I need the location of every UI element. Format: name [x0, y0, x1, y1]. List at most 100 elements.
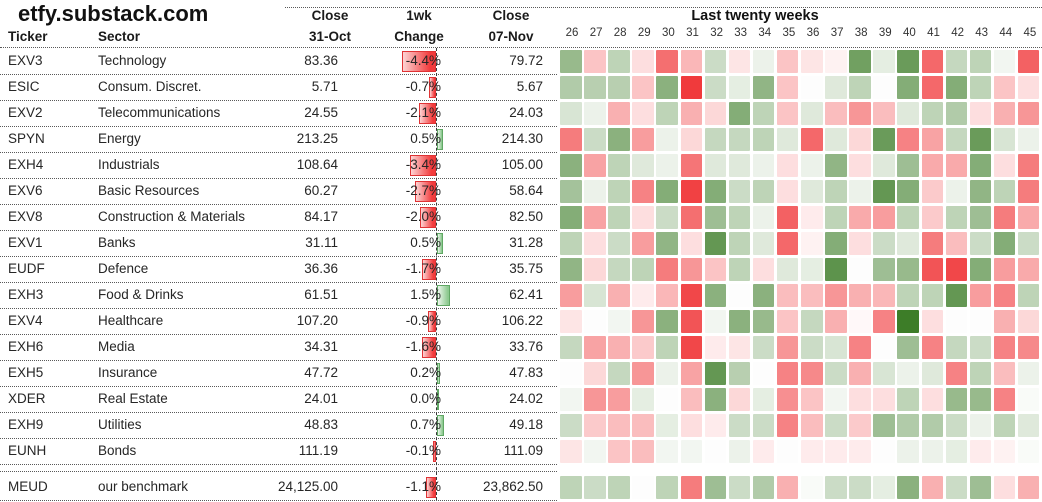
change-cell: 0.7% — [410, 417, 441, 432]
heatmap-cell — [560, 153, 582, 177]
heatmap-cell — [993, 75, 1016, 99]
heatmap-cell — [921, 475, 943, 499]
heatmap-cell — [921, 231, 943, 255]
heatmap-cell — [945, 361, 968, 385]
heatmap-cell — [632, 153, 654, 177]
heatmap-cell — [704, 257, 727, 281]
heatmap-cell — [897, 283, 919, 307]
heatmap-cell — [632, 127, 654, 151]
heatmap-cell — [1017, 413, 1040, 437]
close-07nov-cell: 24.03 — [509, 105, 543, 120]
heatmap-cell — [921, 49, 943, 73]
heatmap-cell — [728, 309, 751, 333]
heatmap-cell — [993, 101, 1016, 125]
heatmap-cell — [584, 309, 606, 333]
week-label: 45 — [1023, 27, 1037, 39]
heatmap-cell — [776, 475, 799, 499]
heatmap-cell — [680, 309, 702, 333]
week-label: 36 — [806, 27, 820, 39]
row-separator — [0, 282, 557, 283]
heatmap-cell — [704, 283, 727, 307]
heatmap-cell — [776, 153, 799, 177]
sector-cell: Insurance — [98, 365, 158, 380]
week-label: 34 — [758, 27, 772, 39]
heatmap-cell — [897, 387, 919, 411]
close-31oct-cell: 31.11 — [305, 235, 338, 250]
ticker-cell: EXH5 — [8, 365, 44, 380]
heatmap-cell — [680, 75, 702, 99]
heatmap-cell — [873, 127, 895, 151]
heatmap-cell — [608, 127, 630, 151]
heatmap-cell — [608, 101, 630, 125]
heatmap-cell — [656, 205, 678, 229]
heatmap-cell — [849, 283, 871, 307]
heatmap-cell — [945, 49, 968, 73]
heatmap-cell — [801, 413, 823, 437]
heatmap-cell — [1017, 153, 1040, 177]
heatmap-cell — [728, 257, 751, 281]
week-label: 26 — [565, 27, 579, 39]
heatmap-cell — [776, 439, 799, 463]
heatmap-cell — [993, 439, 1016, 463]
heatmap-cell — [704, 49, 727, 73]
heatmap-cell — [969, 49, 992, 73]
heatmap-cell — [849, 231, 871, 255]
heatmap-cell — [680, 205, 702, 229]
heatmap-cell — [752, 475, 775, 499]
heatmap-cell — [752, 49, 775, 73]
heatmap-cell — [825, 179, 847, 203]
heatmap-cell — [608, 205, 630, 229]
heatmap-cell — [728, 153, 751, 177]
heatmap-cell — [752, 283, 775, 307]
col-header-close2-line2: 07-Nov — [488, 29, 534, 44]
heatmap-cell — [728, 361, 751, 385]
heatmap-cell — [945, 335, 968, 359]
change-cell: -0.7% — [405, 79, 441, 94]
ticker-cell: EXV2 — [8, 105, 43, 120]
heatmap-cell — [584, 153, 606, 177]
heatmap-cell — [969, 283, 992, 307]
heatmap-cell — [897, 179, 919, 203]
top-divider — [285, 7, 1042, 8]
change-cell: -2.1% — [405, 105, 441, 120]
heatmap-cell — [728, 439, 751, 463]
heatmap-cell — [825, 127, 847, 151]
heatmap-cell — [945, 75, 968, 99]
close-31oct-cell: 213.25 — [296, 131, 338, 146]
heatmap-cell — [993, 475, 1016, 499]
week-label: 31 — [686, 27, 699, 39]
heatmap-cell — [801, 127, 823, 151]
heatmap-cell — [801, 335, 823, 359]
heatmap-cell — [825, 257, 847, 281]
close-31oct-cell: 83.36 — [304, 53, 338, 68]
row-separator — [0, 500, 557, 501]
heatmap-cell — [825, 49, 847, 73]
week-label: 28 — [613, 27, 627, 39]
heatmap-cell — [728, 387, 751, 411]
close-31oct-cell: 61.51 — [304, 287, 338, 302]
heatmap-cell — [728, 49, 751, 73]
heatmap-cell — [921, 205, 943, 229]
heatmap-cell — [608, 179, 630, 203]
heatmap-cell — [752, 335, 775, 359]
heatmap-cell — [1017, 231, 1040, 255]
heatmap-cell — [993, 361, 1016, 385]
heatmap-cell — [993, 413, 1016, 437]
heatmap-cell — [560, 205, 582, 229]
heatmap-cell — [584, 475, 606, 499]
heatmap-cell — [608, 387, 630, 411]
ticker-cell: EXH4 — [8, 157, 44, 172]
heatmap-cell — [584, 335, 606, 359]
heatmap-cell — [801, 101, 823, 125]
change-bar-positive — [437, 284, 450, 306]
heatmap-cell — [873, 335, 895, 359]
heatmap-cell — [945, 231, 968, 255]
heatmap-cell — [897, 361, 919, 385]
close-07nov-cell: 24.02 — [509, 391, 543, 406]
ticker-cell: XDER — [8, 391, 46, 406]
change-cell: 0.5% — [410, 235, 441, 250]
heatmap-cell — [560, 179, 582, 203]
heatmap-cell — [801, 75, 823, 99]
close-07nov-cell: 58.64 — [509, 183, 543, 198]
change-bar-negative — [426, 476, 436, 498]
